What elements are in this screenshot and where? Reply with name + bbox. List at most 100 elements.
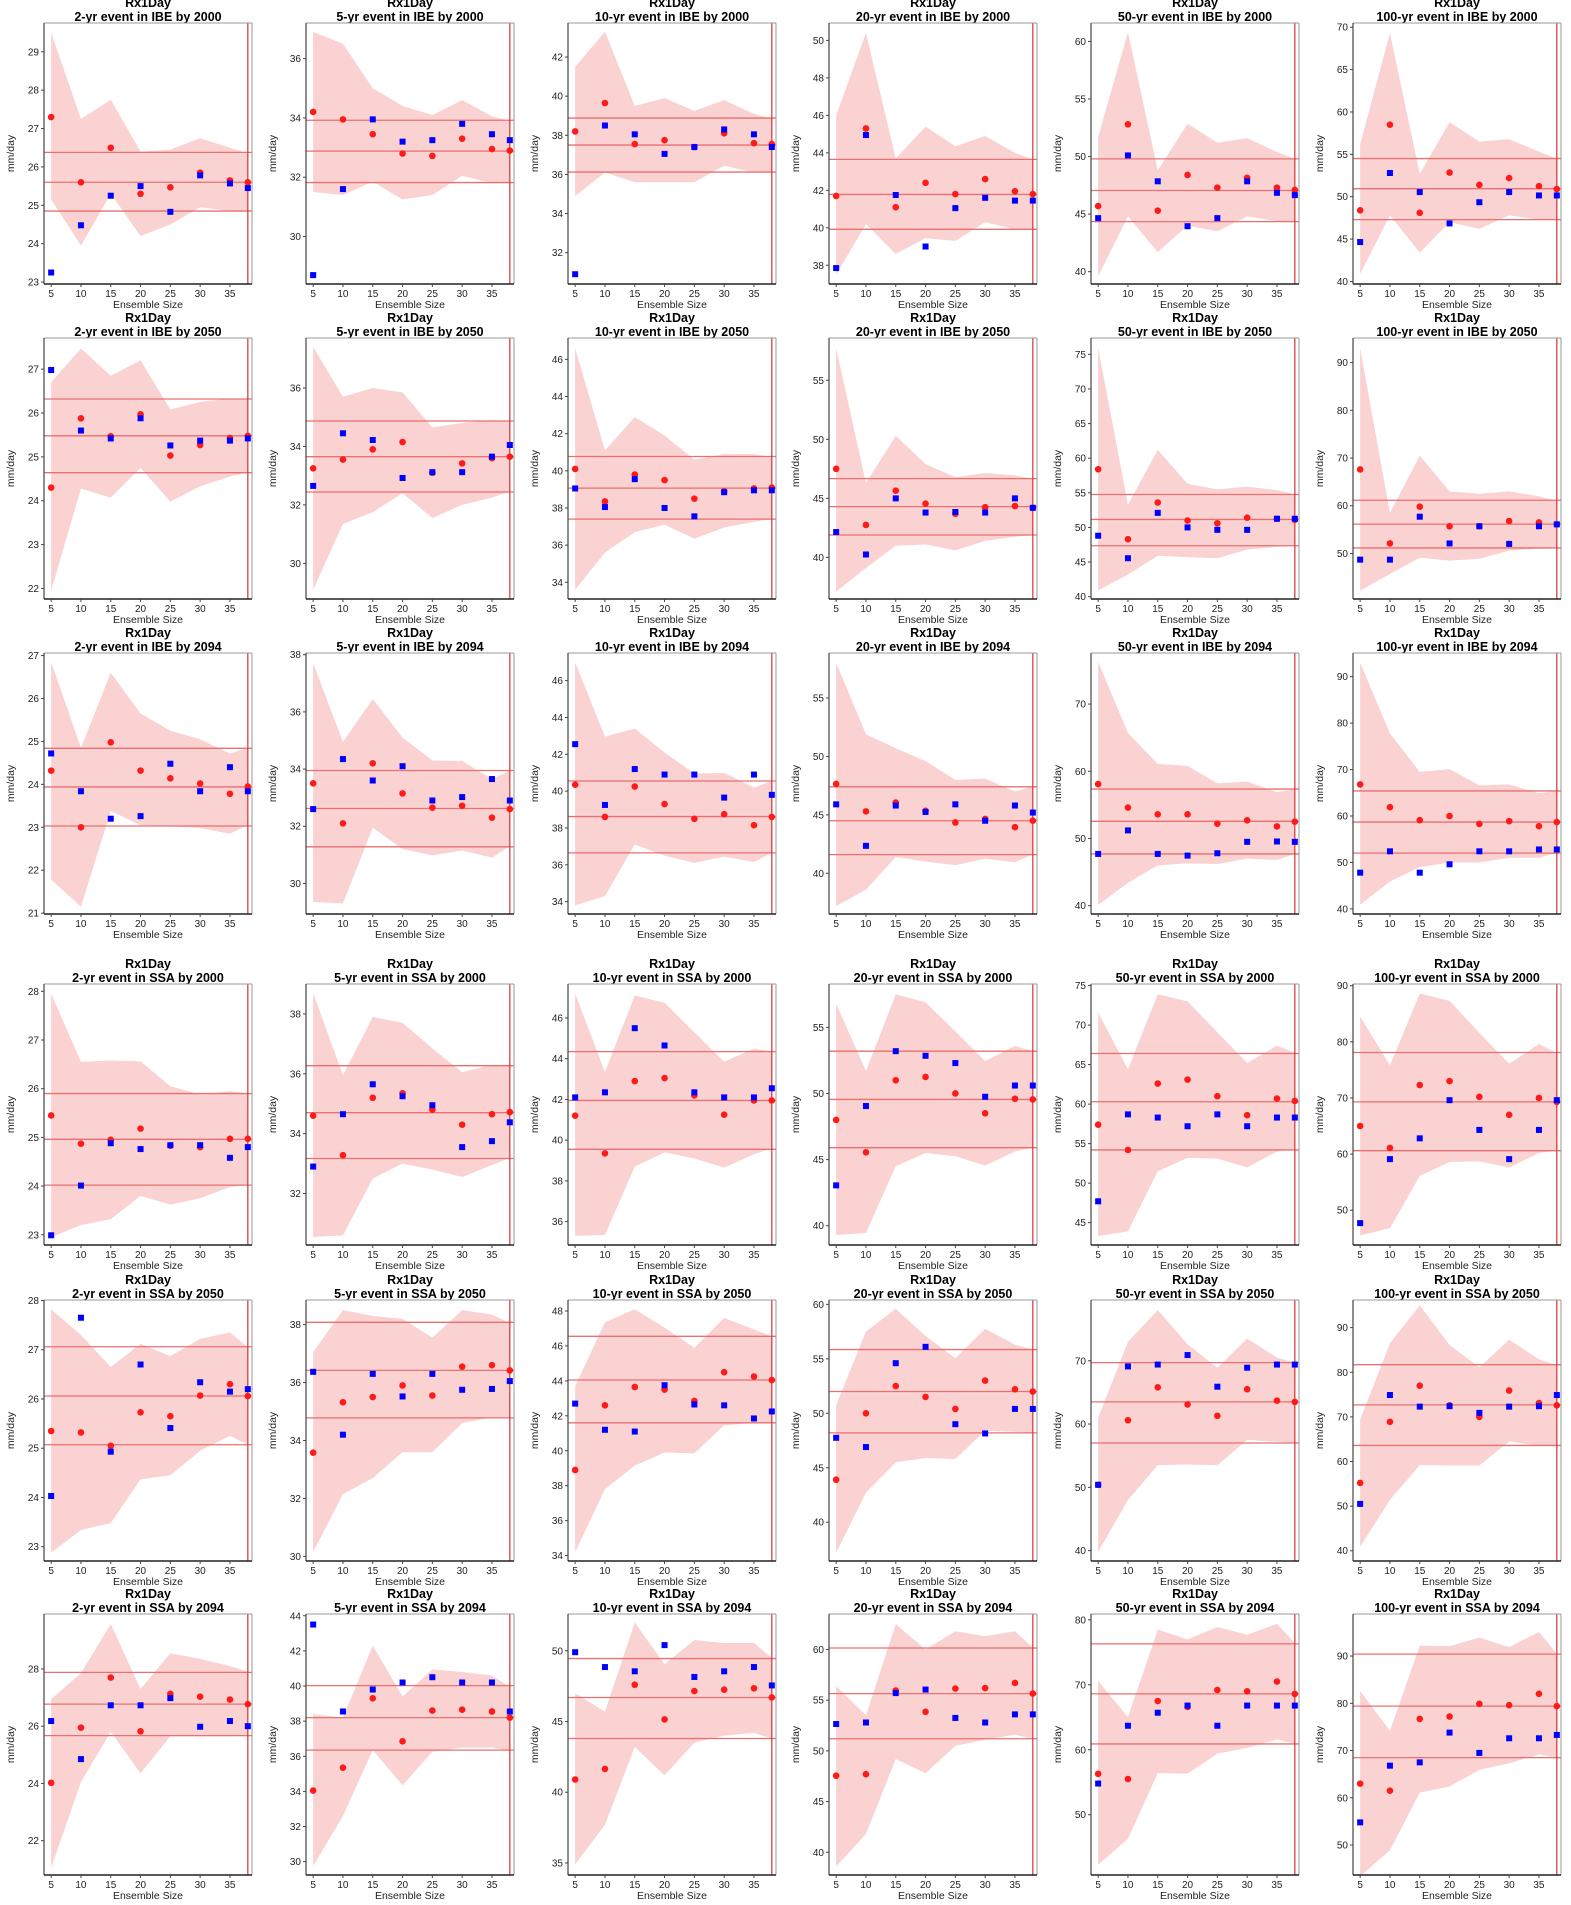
- red-point: [428, 1707, 436, 1714]
- x-tick-label: 10: [75, 289, 87, 300]
- x-tick-label: 10: [1123, 604, 1135, 615]
- y-tick-label: 36: [551, 170, 563, 181]
- x-tick-label: 25: [1212, 604, 1224, 615]
- blue-point: [167, 1142, 174, 1149]
- red-point: [137, 1408, 144, 1416]
- red-point: [1386, 540, 1394, 547]
- y-tick-label: 40: [1075, 1546, 1087, 1557]
- y-tick-label: 80: [1337, 1699, 1349, 1710]
- blue-point: [690, 144, 697, 151]
- x-axis-label: Ensemble Size: [1422, 1576, 1492, 1588]
- blue-point: [226, 764, 233, 771]
- blue-point: [429, 1674, 436, 1681]
- red-point: [1535, 182, 1543, 190]
- blue-point: [1386, 556, 1393, 563]
- x-tick-label: 15: [367, 919, 379, 930]
- y-tick-label: 55: [813, 694, 825, 705]
- chart-title-metric: Rx1Day: [910, 0, 956, 10]
- chart-title-metric: Rx1Day: [125, 1587, 171, 1601]
- x-tick-label: 35: [1010, 1250, 1022, 1261]
- red-point: [1154, 810, 1162, 818]
- red-point: [77, 178, 85, 186]
- x-tick-label: 20: [920, 604, 932, 615]
- red-point: [1505, 1111, 1513, 1119]
- red-point: [982, 175, 989, 183]
- x-tick-label: 30: [1242, 604, 1254, 615]
- blue-point: [768, 791, 775, 798]
- blue-point: [244, 1386, 251, 1393]
- x-tick-label: 25: [950, 1250, 962, 1261]
- blue-point: [750, 1094, 757, 1101]
- x-tick-label: 20: [1444, 1250, 1456, 1261]
- blue-point: [137, 415, 144, 422]
- chart-title-metric: Rx1Day: [387, 626, 433, 640]
- blue-point: [1125, 152, 1132, 159]
- y-tick-label: 60: [1337, 812, 1349, 823]
- red-point: [1244, 1111, 1251, 1119]
- x-tick-label: 10: [861, 1250, 873, 1261]
- x-tick-label: 30: [195, 1250, 207, 1261]
- chart-title-event: 2-yr event in IBE by 2050: [74, 325, 221, 339]
- blue-point: [197, 172, 204, 179]
- blue-point: [369, 1370, 376, 1377]
- y-tick-label: 60: [1337, 1793, 1349, 1804]
- blue-point: [1244, 526, 1251, 533]
- red-point: [506, 1367, 513, 1374]
- blue-point: [48, 367, 55, 374]
- x-tick-label: 5: [834, 1880, 840, 1891]
- chart-title-metric: Rx1Day: [1434, 957, 1480, 971]
- y-tick-label: 27: [28, 651, 40, 662]
- blue-point: [1214, 1111, 1221, 1118]
- blue-point: [601, 1664, 608, 1671]
- blue-point: [768, 144, 775, 151]
- y-tick-label: 55: [813, 1696, 825, 1707]
- red-point: [107, 738, 115, 746]
- red-point: [506, 1108, 513, 1116]
- y-tick-label: 55: [1075, 488, 1087, 499]
- y-tick-label: 44: [290, 1611, 302, 1622]
- red-point: [571, 1112, 579, 1120]
- x-tick-label: 25: [1212, 1566, 1224, 1577]
- x-tick-label: 5: [1357, 919, 1363, 930]
- x-tick-label: 15: [891, 604, 903, 615]
- y-tick-label: 45: [813, 1797, 825, 1808]
- blue-point: [601, 504, 608, 511]
- blue-point: [631, 1025, 638, 1032]
- y-tick-label: 25: [28, 1444, 40, 1455]
- chart-title-event: 100-yr event in IBE by 2050: [1376, 325, 1537, 339]
- blue-point: [720, 1094, 727, 1101]
- blue-point: [1357, 1819, 1364, 1826]
- x-tick-label: 10: [599, 1566, 611, 1577]
- x-tick-label: 5: [834, 919, 840, 930]
- blue-point: [197, 788, 204, 795]
- chart-title-metric: Rx1Day: [649, 957, 695, 971]
- x-tick-label: 15: [367, 604, 379, 615]
- x-tick-label: 30: [456, 1880, 468, 1891]
- y-tick-label: 50: [1075, 523, 1087, 534]
- y-tick-label: 60: [1337, 501, 1349, 512]
- y-tick-label: 36: [551, 1217, 563, 1228]
- blue-point: [1274, 515, 1281, 522]
- x-tick-label: 35: [224, 1880, 236, 1891]
- x-axis-label: Ensemble Size: [1160, 1890, 1230, 1902]
- uncertainty-band: [836, 994, 1034, 1235]
- y-axis-label: mm/day: [267, 1725, 279, 1763]
- blue-point: [1357, 869, 1364, 876]
- x-tick-label: 5: [48, 289, 54, 300]
- blue-point: [458, 1386, 465, 1393]
- y-tick-label: 34: [551, 897, 563, 908]
- chart-title-metric: Rx1Day: [387, 0, 433, 10]
- y-tick-label: 90: [1337, 1323, 1349, 1334]
- y-tick-label: 40: [1337, 1546, 1349, 1557]
- blue-point: [506, 797, 513, 804]
- red-point: [167, 775, 174, 782]
- blue-point: [226, 1154, 233, 1161]
- blue-point: [1386, 1156, 1393, 1163]
- red-point: [167, 1412, 174, 1420]
- red-point: [833, 780, 840, 788]
- y-tick-label: 50: [1337, 192, 1349, 203]
